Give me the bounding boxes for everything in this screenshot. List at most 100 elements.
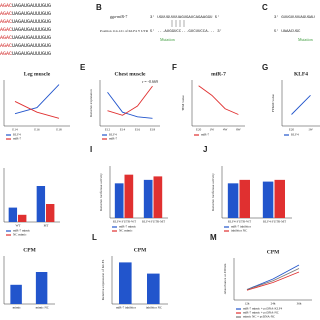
rest-part: UAGAUGAUUUGUG <box>12 19 51 25</box>
x-tick-label: 1W <box>210 128 215 132</box>
seed-part: AGAC <box>0 43 12 49</box>
panel-a: AGACUAGAUGAUUUGUGAGACUAGAUGAUUUGUGAGACUA… <box>0 3 51 57</box>
panel-c: C 3' GUUGUUUUAGUGAU 5' UAAACUGC Mutation <box>262 3 315 42</box>
legend-label: KLF4 <box>291 133 299 137</box>
mirna-seq: 3' UGUUGUUUUAGUGAUCAGAAGGU 5' <box>150 15 220 20</box>
bar <box>143 179 153 218</box>
site-seq: 5' UAAACUGC <box>274 29 301 34</box>
line-series <box>14 101 60 119</box>
y-axis-label: Relative luciferase activity <box>211 173 215 211</box>
y-axis-label: Relative luciferase activity <box>99 173 103 211</box>
panel-label: C <box>262 3 268 12</box>
x-tick-label: 24h <box>271 302 276 306</box>
x-tick-label: E20 <box>196 128 202 132</box>
panel-label: M <box>210 233 217 242</box>
x-tick-label: KLF4-3'UTR-MT <box>263 220 286 224</box>
chart-title: CPM <box>134 247 147 253</box>
sequence-row: AGACUAGAUGAUUUGUG <box>0 35 51 41</box>
bar <box>35 272 48 304</box>
site-seq: 5' ...AUGGUCC...GUCUUCCA... 3' <box>150 29 222 34</box>
bar <box>147 273 160 304</box>
legend-label: miR-7 mimic + pcDNA-KLF4 <box>243 307 282 311</box>
sequence-row: AGACUAGAUGAUUUGUG <box>0 51 51 57</box>
seed-part: AGAC <box>0 19 12 25</box>
chart-panel: L CPM Relative expression of KLF4 miR-7 inh… <box>92 233 168 310</box>
line-series <box>291 95 311 115</box>
legend-label: miR-7 mimic + pcDNA-NC <box>243 311 279 315</box>
line-series <box>198 85 239 115</box>
site-position: Position 114-121 of KLF4 3' UTR <box>100 29 149 33</box>
x-tick-label: E18 <box>150 128 156 132</box>
x-tick-label: mimic NC <box>36 306 49 310</box>
legend-label: KLF4 <box>109 133 117 137</box>
chart-title: miR-7 <box>211 71 226 77</box>
bar <box>36 186 46 222</box>
seed-part: AGAC <box>0 27 12 33</box>
x-tick-label: 4W <box>223 128 228 132</box>
x-tick-label: 36h <box>297 302 302 306</box>
x-tick-label: MT <box>44 224 49 228</box>
sequence-row: AGACUAGAUGAUUUGUG <box>0 11 51 17</box>
x-tick-label: KLF4-3'UTR-MT <box>142 220 165 224</box>
x-tick-label: mimic <box>13 306 22 310</box>
x-tick-label: E16 <box>135 128 141 132</box>
sequence-row: AGACUAGAUGAUUUGUG <box>0 43 51 49</box>
bar <box>46 204 55 222</box>
line-series <box>246 268 300 290</box>
legend-label: NC mimic <box>119 229 133 233</box>
panel-label: E <box>80 63 86 72</box>
legend-label: NC mimic <box>13 233 27 237</box>
sequence-row: AGACUAGAUGAUUUGUG <box>0 27 51 33</box>
rest-part: UAGAUGAUUUGUG <box>12 51 51 57</box>
chart-title: Chest muscle <box>114 71 146 77</box>
x-tick-label: E12 <box>105 128 111 132</box>
y-axis-label: FPKM value <box>271 94 275 112</box>
x-tick-label: KLF4-3'UTR-WT <box>228 220 251 224</box>
legend-label: miR-7 <box>13 137 22 141</box>
panel-label: G <box>262 63 268 72</box>
chart-title: CPM <box>23 247 36 253</box>
rest-part: UAGAUGAUUUGUG <box>12 35 51 41</box>
panel-label: J <box>203 145 207 154</box>
x-tick-label: 12h <box>245 302 250 306</box>
chart-panel: CPM mimic mimic NC <box>3 247 55 310</box>
chart-panel: M CPM Absorbance at 450nm 12h 24h 36h miR-7 mi… <box>210 233 312 319</box>
bar <box>124 174 134 218</box>
x-tick-label: KLF4-3'UTR-WT <box>113 220 136 224</box>
legend-label: miR-7 inhibitor <box>231 225 252 229</box>
legend-label: miR-7 <box>201 133 210 137</box>
mutation-note: Mutation <box>298 37 313 42</box>
chart-panel: E Chest muscle Relative expression r = -0.6… <box>80 63 160 141</box>
legend-label: KLF4 <box>13 133 21 137</box>
chart-title: Leg muscle <box>24 71 51 77</box>
x-tick-label: 1W <box>308 128 313 132</box>
x-tick-label: miR-7 inhibitor <box>116 306 137 310</box>
x-tick-label: E18 <box>56 128 62 132</box>
legend-label: miR-7 <box>109 137 118 141</box>
chart-title: CPM <box>267 249 280 255</box>
chart-title: KLF4 <box>294 71 308 77</box>
legend-label: mimic NC + pcDNA-NC <box>243 315 275 319</box>
rest-part: UAGAUGAUUUGUG <box>12 11 51 17</box>
panel-b: B gga-miR-7 3' UGUUGUUUUAGUGAUCAGAAGGU 5… <box>96 3 222 42</box>
bar <box>119 262 132 304</box>
panel-label: L <box>92 233 97 242</box>
rest-part: UAGAUGAUUUGUG <box>12 27 51 33</box>
rest-part: UAGAUGAUUUGUG <box>12 43 51 49</box>
line-series <box>14 84 60 115</box>
x-tick-label: 8W <box>236 128 241 132</box>
bar <box>8 207 18 222</box>
line-series <box>107 91 153 119</box>
bar <box>10 284 22 304</box>
sequence-row: AGACUAGAUGAUUUGUG <box>0 19 51 25</box>
chart-panel: J Relative luciferase activity KLF4-3'UTR-… <box>203 145 292 233</box>
bar <box>153 176 163 218</box>
y-axis-label: Absorbance at 450nm <box>223 263 227 294</box>
y-axis-label: TPM value <box>181 95 185 111</box>
line-series <box>246 264 300 290</box>
chart-panel: G KLF4 FPKM value E20 1W KLF4 <box>262 63 320 137</box>
